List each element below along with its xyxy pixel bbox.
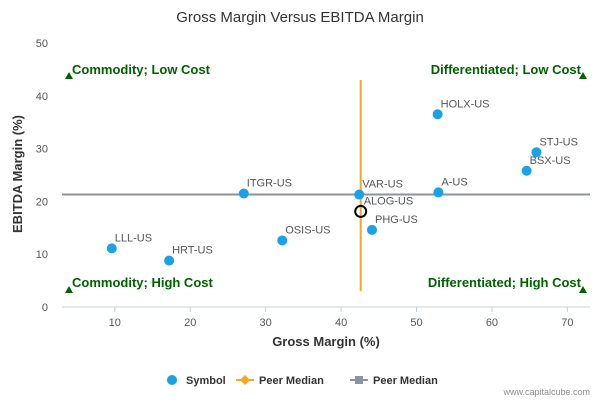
symbol-point [106,243,117,254]
quadrant-label: Differentiated; Low Cost [431,62,582,77]
x-axis-title: Gross Margin (%) [272,334,380,349]
point-label: LLL-US [115,232,152,244]
legend-label: Symbol [186,375,226,387]
y-tick-label: 10 [36,249,48,261]
symbol-point [238,188,249,199]
quadrant-label: Commodity; High Cost [72,275,213,290]
chart-title: Gross Margin Versus EBITDA Margin [176,9,424,26]
axis-ticks: 10 20 30 40 50 60 70 0 10 20 30 40 50 [36,38,574,329]
point-label: ITGR-US [247,177,292,189]
symbol-point [164,255,175,266]
y-tick-label: 0 [42,302,48,314]
point-label: OSIS-US [285,224,330,236]
highlighted-point [354,204,368,218]
x-tick-label: 10 [109,317,121,329]
symbol-point [277,235,288,246]
x-tick-label: 30 [260,317,272,329]
point-label: BSX-US [530,155,571,167]
point-label: STJ-US [539,136,578,148]
symbol-point [433,187,444,198]
data-points: HOLX-US STJ-US BSX-US ITGR-US VAR-US A-US ALOG… [106,98,578,266]
x-tick-label: 70 [561,317,573,329]
y-tick-label: 20 [36,196,48,208]
legend-diamond-marker [240,375,250,385]
symbol-point [531,147,542,158]
x-tick-label: 60 [486,317,498,329]
x-tick-label: 40 [335,317,347,329]
x-tick-label: 20 [184,317,196,329]
x-tick-label: 50 [410,317,422,329]
point-label: PHG-US [375,214,418,226]
symbol-point [521,165,532,176]
peer-median-lines [62,79,590,292]
point-label: VAR-US [362,179,403,191]
legend-label: Peer Median [259,375,324,387]
point-label: HOLX-US [441,98,490,110]
symbol-point [367,224,378,235]
point-label: ALOG-US [364,195,414,207]
quadrant-label: Differentiated; High Cost [428,275,582,290]
y-tick-label: 30 [36,144,48,156]
quadrant-labels: Commodity; Low Cost Differentiated; Low C… [65,62,587,293]
legend-symbol-marker [167,375,177,385]
quadrant-triangle-marker [65,286,73,293]
quadrant-triangle-marker [579,286,587,293]
quadrant-triangle-marker [65,72,73,79]
point-label: HRT-US [172,245,213,257]
quadrant-label: Commodity; Low Cost [72,62,211,77]
legend: Symbol Peer Median Peer Median [167,375,438,387]
y-tick-label: 50 [36,38,48,50]
legend-label: Peer Median [373,375,438,387]
point-label: A-US [441,176,467,188]
credit-text: www.capitalcube.com [502,387,590,397]
y-tick-label: 40 [36,91,48,103]
symbol-point [354,189,365,200]
y-axis-title: EBITDA Margin (%) [10,115,25,233]
symbol-point [432,109,443,120]
legend-square-marker [355,376,363,384]
quadrant-triangle-marker [579,72,587,79]
